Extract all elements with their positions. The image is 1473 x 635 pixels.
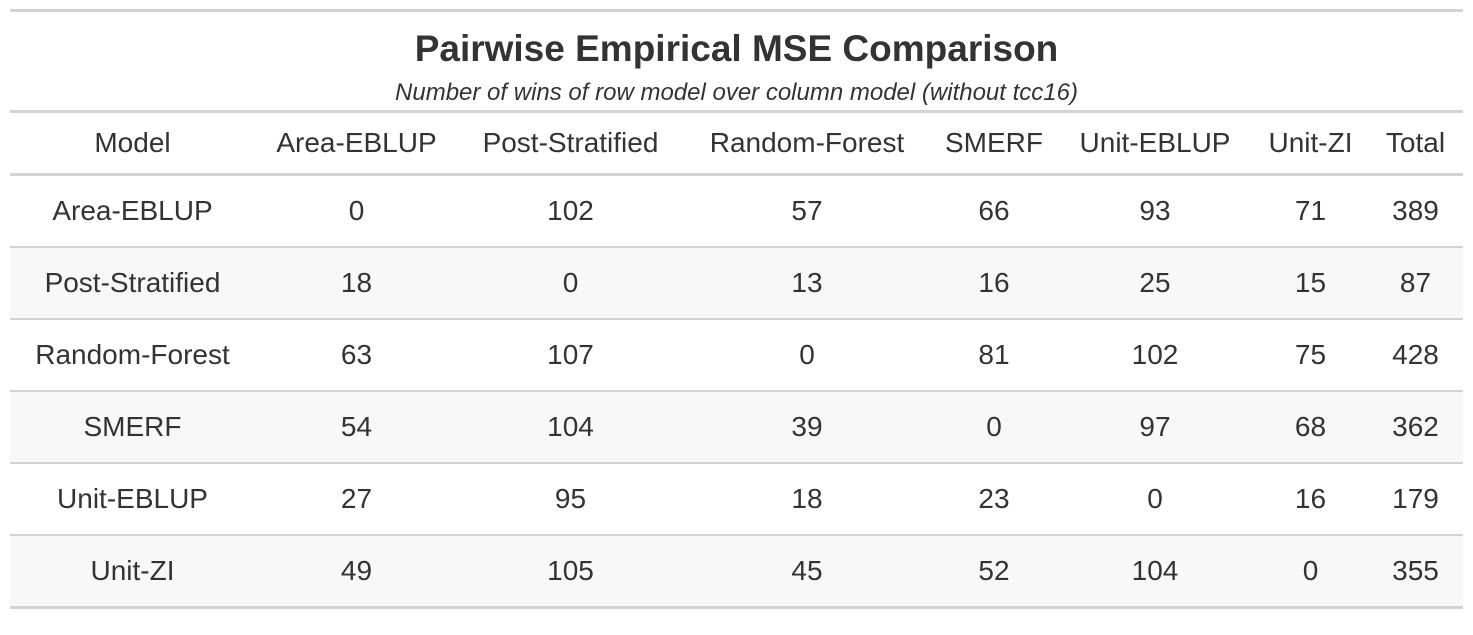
win-count-cell: 63: [255, 319, 458, 392]
table-row: Unit-ZI 49 105 45 52 104 0 355: [10, 535, 1463, 609]
win-count-cell: 25: [1057, 247, 1253, 320]
table-heading: Pairwise Empirical MSE Comparison Number…: [10, 12, 1463, 110]
table-row: Unit-EBLUP 27 95 18 23 0 16 179: [10, 463, 1463, 536]
win-count-cell: 57: [683, 174, 931, 248]
win-count-cell: 66: [931, 174, 1057, 248]
win-count-cell: 105: [458, 535, 683, 609]
table-subtitle: Number of wins of row model over column …: [395, 79, 1078, 106]
win-count-cell: 75: [1253, 319, 1368, 392]
win-count-cell: 54: [255, 391, 458, 464]
table-row: Random-Forest 63 107 0 81 102 75 428: [10, 319, 1463, 392]
top-rule: [10, 9, 1463, 12]
row-model-label: Post-Stratified: [10, 247, 255, 320]
win-count-cell: 15: [1253, 247, 1368, 320]
comparison-table-container: Pairwise Empirical MSE Comparison Number…: [10, 9, 1463, 609]
win-count-cell: 68: [1253, 391, 1368, 464]
table-header: Model Area-EBLUP Post-Stratified Random-For…: [10, 113, 1463, 176]
win-count-cell: 0: [1057, 463, 1253, 536]
win-count-cell: 0: [458, 247, 683, 320]
win-count-cell: 95: [458, 463, 683, 536]
win-count-cell: 0: [683, 319, 931, 392]
column-header: Random-Forest: [683, 113, 931, 176]
win-count-cell: 16: [931, 247, 1057, 320]
win-count-cell: 0: [1253, 535, 1368, 609]
column-header: Area-EBLUP: [255, 113, 458, 176]
row-total-cell: 389: [1368, 174, 1463, 248]
row-model-label: Unit-ZI: [10, 535, 255, 609]
win-count-cell: 16: [1253, 463, 1368, 536]
win-count-cell: 23: [931, 463, 1057, 536]
win-count-cell: 49: [255, 535, 458, 609]
win-count-cell: 102: [458, 174, 683, 248]
row-total-cell: 362: [1368, 391, 1463, 464]
win-count-cell: 0: [931, 391, 1057, 464]
heading-rule: [10, 110, 1463, 113]
win-count-cell: 13: [683, 247, 931, 320]
row-total-cell: 87: [1368, 247, 1463, 320]
row-total-cell: 428: [1368, 319, 1463, 392]
row-total-cell: 179: [1368, 463, 1463, 536]
table-row: Area-EBLUP 0 102 57 66 93 71 389: [10, 174, 1463, 248]
column-header: Total: [1368, 113, 1463, 176]
win-count-cell: 97: [1057, 391, 1253, 464]
column-header: SMERF: [931, 113, 1057, 176]
win-count-cell: 107: [458, 319, 683, 392]
win-count-cell: 27: [255, 463, 458, 536]
row-model-label: Random-Forest: [10, 319, 255, 392]
row-model-label: SMERF: [10, 391, 255, 464]
win-count-cell: 104: [1057, 535, 1253, 609]
row-total-cell: 355: [1368, 535, 1463, 609]
column-header: Model: [10, 113, 255, 176]
column-header: Post-Stratified: [458, 113, 683, 176]
win-count-cell: 18: [255, 247, 458, 320]
win-count-cell: 93: [1057, 174, 1253, 248]
row-model-label: Unit-EBLUP: [10, 463, 255, 536]
column-header: Unit-ZI: [1253, 113, 1368, 176]
row-model-label: Area-EBLUP: [10, 174, 255, 248]
table-row: Post-Stratified 18 0 13 16 25 15 87: [10, 247, 1463, 320]
win-count-cell: 71: [1253, 174, 1368, 248]
table-title: Pairwise Empirical MSE Comparison: [414, 28, 1059, 69]
column-header: Unit-EBLUP: [1057, 113, 1253, 176]
win-count-cell: 52: [931, 535, 1057, 609]
win-count-cell: 18: [683, 463, 931, 536]
win-count-cell: 104: [458, 391, 683, 464]
win-count-cell: 39: [683, 391, 931, 464]
header-row: Model Area-EBLUP Post-Stratified Random-For…: [10, 113, 1463, 176]
win-count-cell: 81: [931, 319, 1057, 392]
table-body: Area-EBLUP 0 102 57 66 93 71 389 Post-Stratified…: [10, 174, 1463, 609]
win-count-cell: 45: [683, 535, 931, 609]
win-count-cell: 102: [1057, 319, 1253, 392]
comparison-table: Model Area-EBLUP Post-Stratified Random-For…: [10, 113, 1463, 609]
table-row: SMERF 54 104 39 0 97 68 362: [10, 391, 1463, 464]
win-count-cell: 0: [255, 174, 458, 248]
